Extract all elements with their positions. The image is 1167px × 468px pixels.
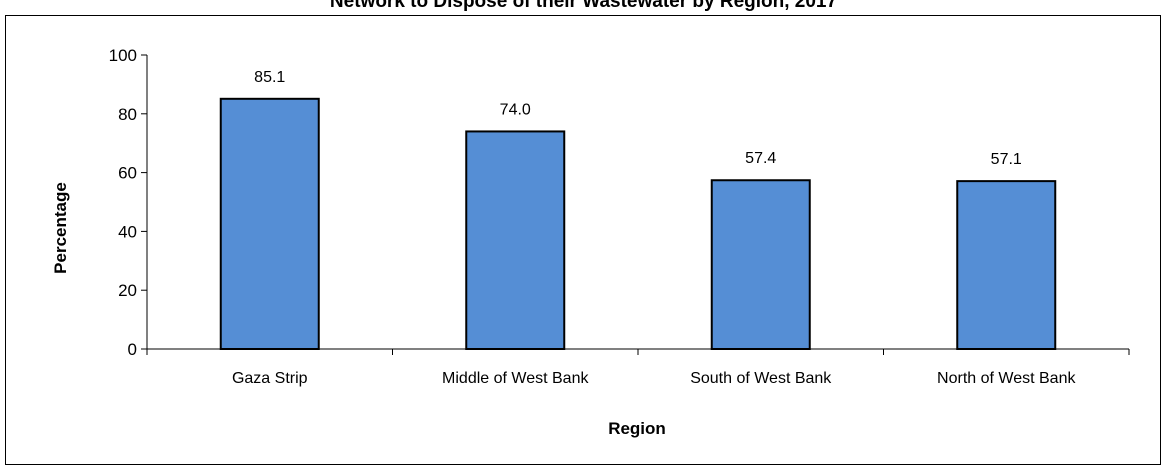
bar: [710, 179, 811, 350]
data-label: 57.4: [745, 150, 776, 167]
category-label: South of West Bank: [690, 370, 832, 387]
category-label: Middle of West Bank: [442, 370, 589, 387]
bar: [219, 97, 320, 350]
labels: 85.1 Gaza Strip 74.0 Middle of West Bank 57.…: [232, 69, 1077, 387]
category-label: Gaza Strip: [232, 370, 308, 387]
chart-title: Network to Dispose of their Wastewater b…: [329, 0, 838, 12]
data-label: 74.0: [500, 101, 531, 118]
data-label: 85.1: [254, 69, 285, 86]
y-tick-label: 100: [109, 46, 137, 65]
y-tick-label: 20: [118, 281, 137, 300]
y-axis-title: Percentage: [51, 182, 70, 274]
y-tick-label: 40: [118, 222, 137, 241]
y-tick-label: 0: [128, 340, 137, 359]
y-tick-label: 80: [118, 105, 137, 124]
category-label: North of West Bank: [937, 370, 1076, 387]
bar: [956, 180, 1057, 350]
x-axis-title: Region: [608, 419, 666, 438]
chart-frame: [5, 15, 1161, 465]
y-tick-label: 60: [118, 164, 137, 183]
bars: [219, 97, 1057, 350]
data-label: 57.1: [991, 151, 1022, 168]
bar: [465, 130, 566, 350]
